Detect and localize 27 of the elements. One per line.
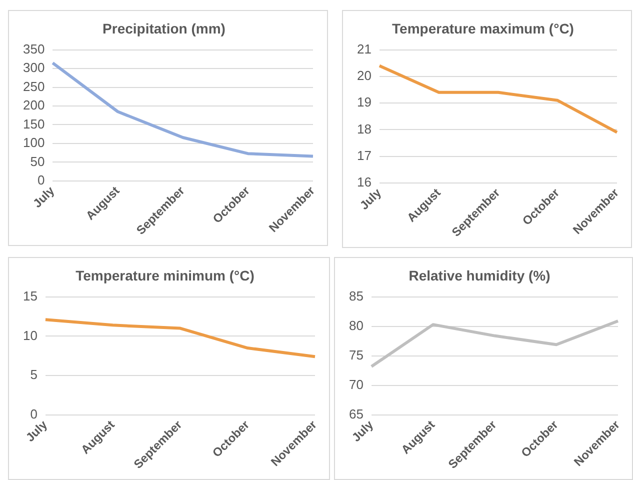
y-tick-label: 50 [30,154,45,169]
y-tick-label: 19 [356,94,372,110]
y-tick-label: 0 [37,172,45,188]
y-tick-label: 70 [348,377,364,392]
chart-title: Relative humidity (%) [408,267,550,284]
y-tick-label: 200 [22,98,45,113]
y-tick-label: 21 [356,41,372,56]
chart-title: Precipitation (mm) [102,20,226,36]
y-tick-label: 17 [356,148,372,163]
y-tick-label: 75 [348,347,364,362]
y-tick-label: 300 [22,60,45,76]
y-tick-label: 16 [356,174,372,190]
chart-title: Temperature minimum (°C) [76,267,254,284]
y-tick-label: 5 [30,367,38,382]
y-tick-label: 18 [356,121,372,136]
chart-title: Temperature maximum (°C) [392,20,574,36]
y-tick-label: 85 [348,288,364,304]
y-tick-label: 250 [22,78,45,94]
y-tick-label: 80 [348,318,364,333]
y-tick-label: 20 [356,68,372,84]
y-tick-label: 100 [22,135,45,150]
y-tick-label: 350 [22,41,45,56]
y-tick-label: 0 [30,406,38,422]
y-tick-label: 150 [22,116,45,132]
y-tick-label: 65 [348,406,364,422]
y-tick-label: 15 [22,288,38,304]
y-tick-label: 10 [22,328,38,343]
